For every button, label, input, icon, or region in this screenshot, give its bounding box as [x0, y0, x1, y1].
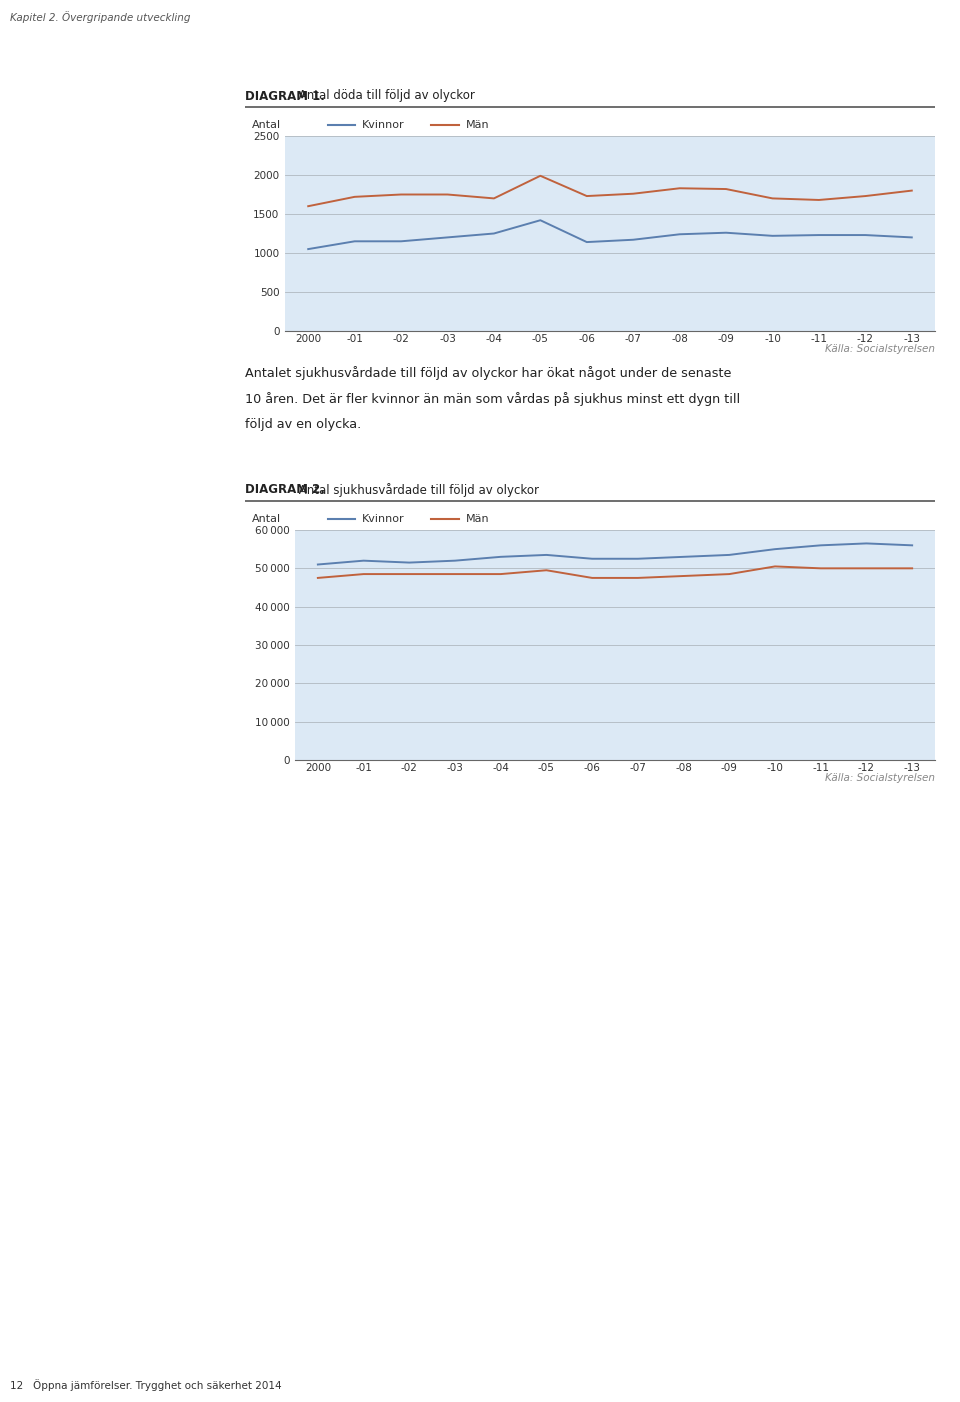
Text: DIAGRAM 2.: DIAGRAM 2.: [245, 484, 324, 496]
Text: Kapitel 2. Övergripande utveckling: Kapitel 2. Övergripande utveckling: [10, 11, 190, 22]
Text: Kvinnor: Kvinnor: [362, 121, 405, 130]
Text: Antal: Antal: [252, 121, 281, 130]
Text: 10 åren. Det är fler kvinnor än män som vårdas på sjukhus minst ett dygn till: 10 åren. Det är fler kvinnor än män som …: [245, 393, 740, 407]
Text: Män: Män: [466, 515, 490, 524]
Text: 12   Öppna jämförelser. Trygghet och säkerhet 2014: 12 Öppna jämförelser. Trygghet och säker…: [10, 1380, 281, 1391]
Text: DIAGRAM 1.: DIAGRAM 1.: [245, 90, 324, 102]
Text: Antal: Antal: [252, 515, 281, 524]
Text: Källa: Socialstyrelsen: Källa: Socialstyrelsen: [825, 343, 935, 353]
Text: Män: Män: [466, 121, 490, 130]
Text: Antal döda till följd av olyckor: Antal döda till följd av olyckor: [295, 90, 474, 102]
Text: Antalet sjukhusvårdade till följd av olyckor har ökat något under de senaste: Antalet sjukhusvårdade till följd av oly…: [245, 366, 732, 380]
Text: följd av en olycka.: följd av en olycka.: [245, 418, 361, 432]
Text: Källa: Socialstyrelsen: Källa: Socialstyrelsen: [825, 773, 935, 782]
Text: Kvinnor: Kvinnor: [362, 515, 405, 524]
Text: Antal sjukhusvårdade till följd av olyckor: Antal sjukhusvårdade till följd av olyck…: [295, 484, 539, 496]
